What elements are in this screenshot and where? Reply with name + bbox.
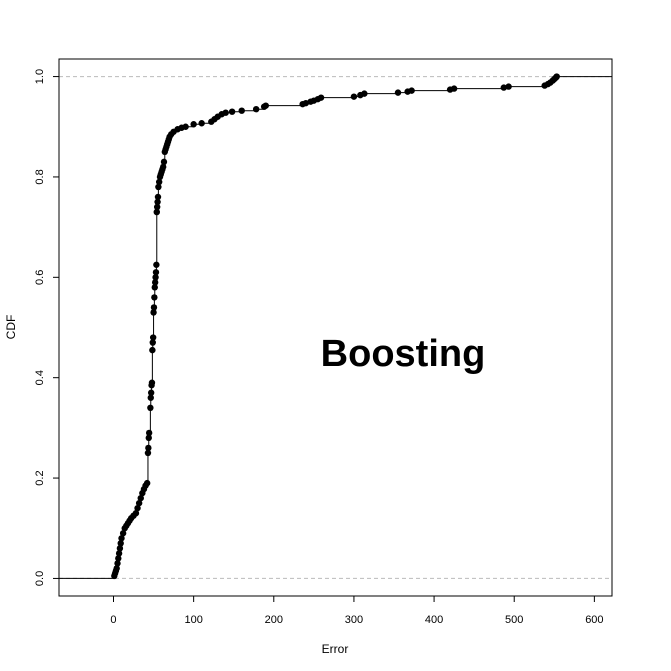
data-point	[137, 494, 144, 502]
y-tick-label: 1.0	[34, 69, 46, 84]
data-point	[450, 85, 458, 92]
data-points	[111, 73, 560, 580]
data-point	[153, 203, 161, 211]
data-point	[115, 555, 122, 562]
data-point	[262, 102, 269, 109]
y-tick-label: 0.8	[34, 169, 46, 184]
data-point	[252, 105, 260, 113]
data-point	[143, 479, 151, 487]
x-tick-label: 0	[110, 614, 116, 626]
data-point	[134, 504, 141, 512]
data-point	[154, 198, 161, 206]
data-point	[553, 73, 560, 80]
data-point	[115, 550, 123, 557]
data-point	[238, 107, 245, 114]
data-point	[182, 123, 189, 130]
data-point	[155, 183, 162, 191]
y-tick-label: 0.4	[34, 370, 46, 385]
x-tick-label: 300	[345, 614, 363, 626]
data-point	[198, 120, 205, 127]
data-point	[151, 284, 158, 291]
data-point	[150, 309, 157, 316]
y-axis: 0.0 0.2 0.4 0.6 0.8 1.0	[34, 69, 59, 586]
data-point	[160, 158, 168, 166]
x-tick-label: 400	[425, 614, 443, 626]
x-axis-title: Error	[322, 642, 349, 656]
data-point	[119, 530, 127, 537]
y-tick-label: 0.2	[34, 470, 46, 485]
y-tick-label: 0.0	[34, 571, 46, 586]
data-point	[152, 269, 160, 276]
data-point	[149, 346, 156, 354]
data-point	[149, 334, 157, 341]
y-tick-label: 0.6	[34, 270, 46, 285]
data-point	[159, 163, 167, 171]
data-point	[145, 429, 153, 437]
data-point	[144, 449, 152, 457]
data-point	[152, 274, 159, 281]
data-point	[117, 540, 124, 547]
data-point	[154, 193, 162, 201]
data-point	[145, 444, 152, 452]
data-point	[190, 121, 197, 128]
data-point	[228, 108, 236, 115]
data-point	[147, 389, 155, 396]
data-point	[317, 94, 325, 101]
chart-annotation: Boosting	[321, 333, 486, 375]
data-point	[500, 84, 507, 91]
plot-frame	[58, 58, 613, 597]
data-point	[116, 545, 124, 552]
data-point	[151, 294, 158, 301]
data-point	[408, 87, 415, 94]
x-tick-label: 600	[585, 614, 603, 626]
x-axis: 0 100 200 300 400 500 600	[110, 596, 604, 626]
reference-lines	[59, 76, 612, 579]
data-point	[153, 261, 160, 268]
data-point	[350, 93, 358, 100]
data-point	[148, 379, 156, 386]
data-point	[222, 109, 229, 116]
x-tick-label: 100	[184, 614, 202, 626]
data-point	[302, 99, 310, 107]
data-point	[114, 560, 121, 567]
y-axis-title: CDF	[4, 315, 18, 340]
data-point	[150, 304, 158, 311]
data-point	[118, 535, 125, 542]
data-point	[113, 565, 120, 572]
x-tick-label: 500	[505, 614, 523, 626]
data-point	[147, 404, 154, 411]
data-point	[151, 279, 159, 286]
data-point	[361, 90, 368, 97]
data-point	[155, 178, 163, 186]
data-point	[135, 499, 143, 507]
data-point	[147, 394, 154, 401]
data-point	[149, 339, 156, 346]
data-point	[153, 208, 160, 216]
data-point	[132, 509, 140, 517]
data-point	[394, 89, 402, 96]
data-point	[505, 83, 512, 90]
x-tick-label: 200	[265, 614, 283, 626]
data-point	[145, 434, 152, 442]
